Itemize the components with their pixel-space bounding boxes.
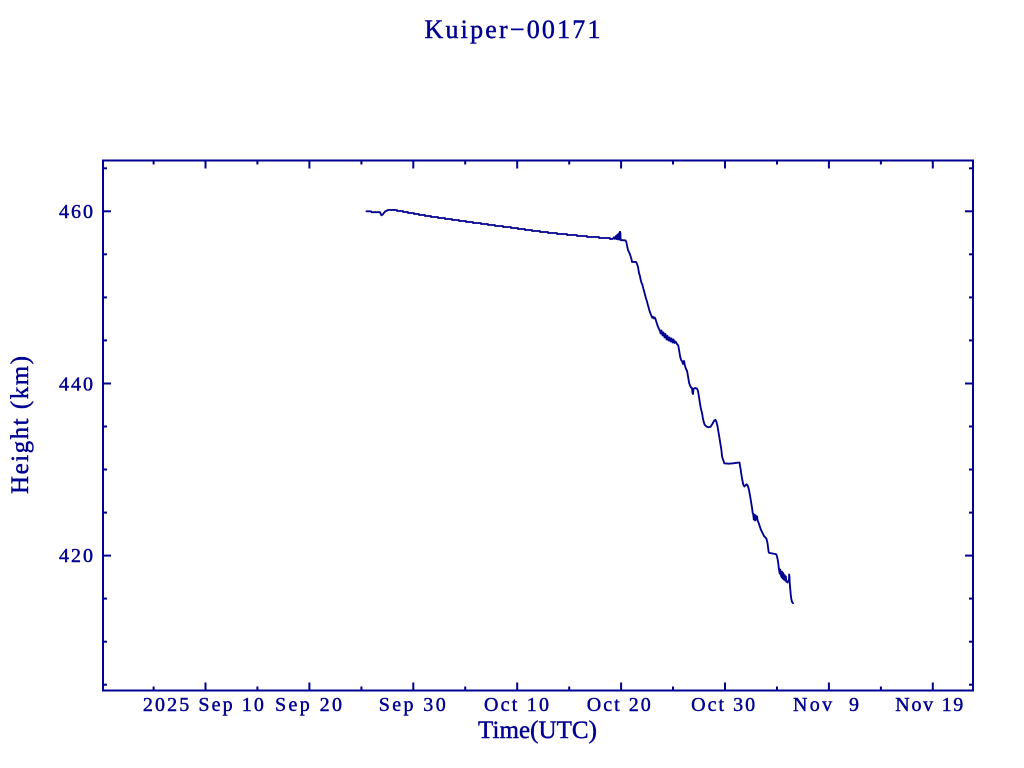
svg-text:440: 440	[59, 373, 93, 395]
svg-text:Oct 20: Oct 20	[587, 694, 651, 716]
svg-text:Sep 30: Sep 30	[379, 694, 446, 716]
svg-text:Sep 20: Sep 20	[275, 694, 342, 716]
svg-text:420: 420	[59, 545, 93, 567]
svg-text:Kuiper−00171: Kuiper−00171	[425, 15, 601, 44]
svg-text:Nov 19: Nov 19	[895, 694, 963, 716]
svg-text:460: 460	[59, 201, 93, 223]
svg-text:Height (km): Height (km)	[7, 356, 34, 494]
svg-text:Oct 10: Oct 10	[484, 694, 549, 716]
svg-text:Time(UTC): Time(UTC)	[478, 717, 597, 744]
svg-text:Oct 30: Oct 30	[691, 694, 755, 716]
svg-text:Nov 9: Nov 9	[793, 694, 859, 716]
svg-text:2025 Sep 10: 2025 Sep 10	[143, 694, 264, 716]
